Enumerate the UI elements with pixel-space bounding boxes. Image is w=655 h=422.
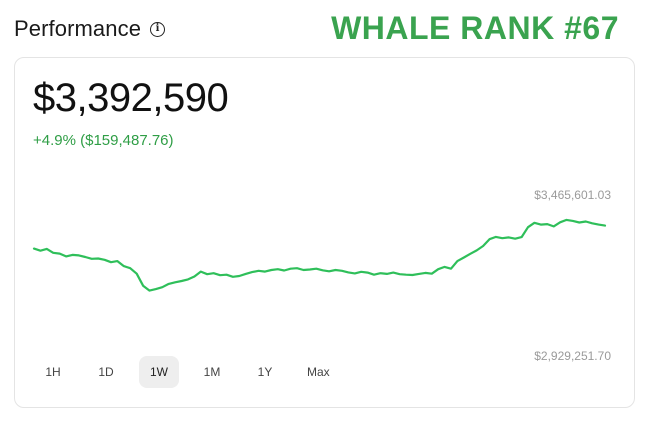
performance-card: $3,392,590 +4.9% ($159,487.76) $3,465,60… xyxy=(14,57,635,408)
time-range-selector: 1H 1D 1W 1M 1Y Max xyxy=(33,356,352,388)
info-icon[interactable]: i xyxy=(150,21,166,37)
portfolio-change: +4.9% ($159,487.76) xyxy=(33,132,174,149)
section-title: Performance xyxy=(14,16,142,41)
range-1h[interactable]: 1H xyxy=(33,356,73,388)
range-1w[interactable]: 1W xyxy=(139,356,179,388)
series-line xyxy=(32,218,607,292)
whale-rank-badge: WHALE RANK #67 xyxy=(331,10,619,46)
range-1m[interactable]: 1M xyxy=(192,356,232,388)
portfolio-value: $3,392,590 xyxy=(33,76,229,120)
range-1y[interactable]: 1Y xyxy=(245,356,285,388)
range-max[interactable]: Max xyxy=(298,356,339,388)
range-1d[interactable]: 1D xyxy=(86,356,126,388)
y-min-label: $2,929,251.70 xyxy=(534,349,611,363)
section-header: Performance i xyxy=(14,14,166,44)
performance-chart[interactable]: $3,465,601.03 $2,929,251.70 xyxy=(15,58,636,409)
y-max-label: $3,465,601.03 xyxy=(534,188,611,202)
